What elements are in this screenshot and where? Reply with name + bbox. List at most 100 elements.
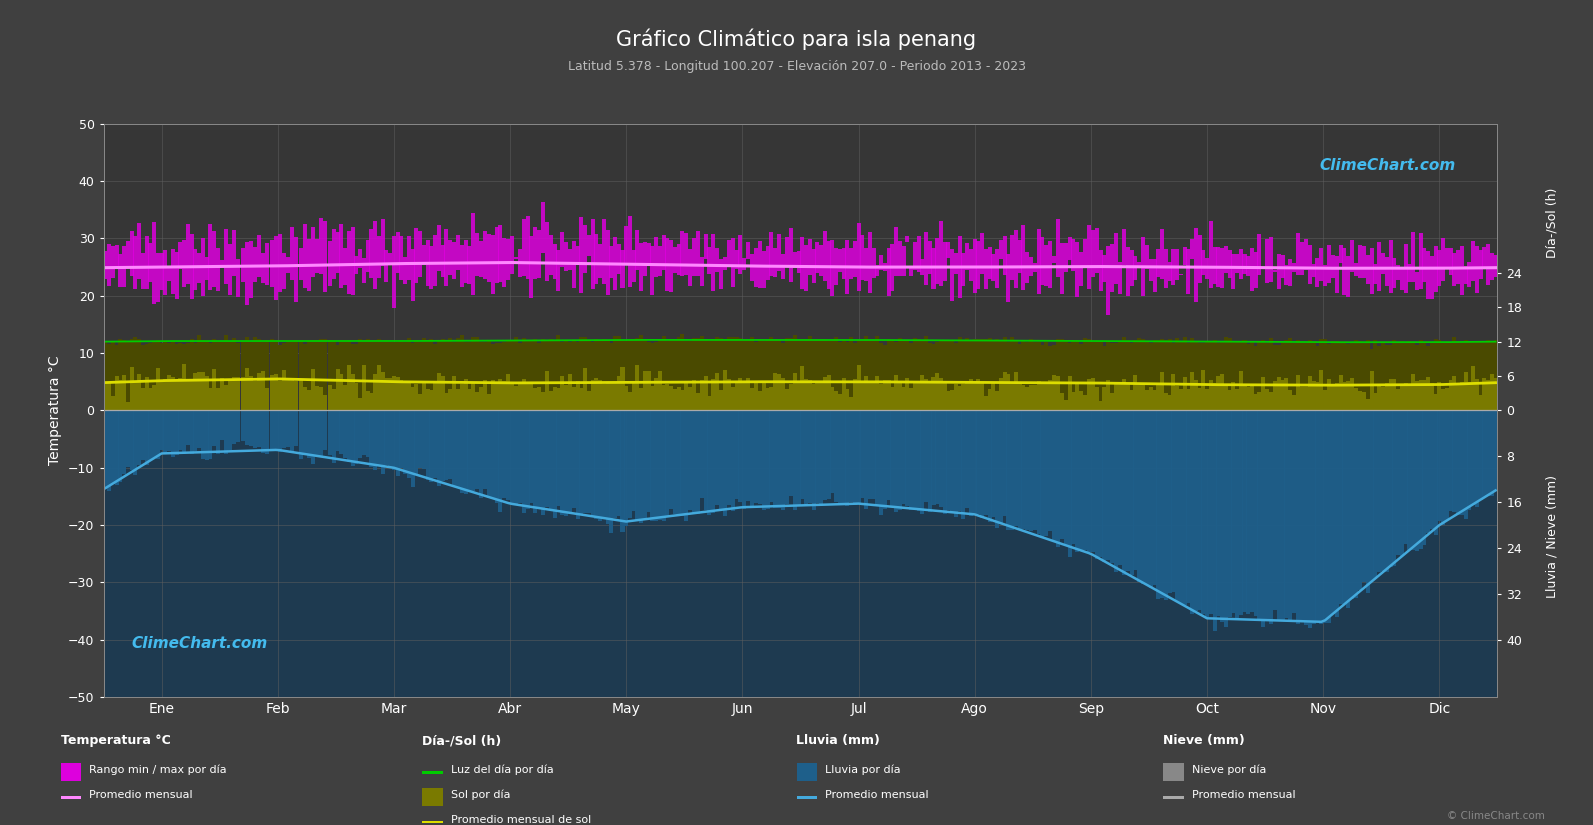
Bar	[201, 340, 205, 411]
Bar	[1415, 411, 1419, 551]
Bar	[1478, 342, 1483, 411]
Bar	[126, 411, 131, 467]
Text: Promedio mensual de sol: Promedio mensual de sol	[451, 814, 591, 824]
Bar	[572, 241, 575, 288]
Bar	[946, 391, 951, 411]
Bar	[894, 411, 898, 512]
Bar	[1392, 340, 1397, 411]
Bar	[1403, 411, 1408, 544]
Bar	[655, 342, 658, 411]
Bar	[1254, 394, 1258, 411]
Bar	[342, 341, 347, 411]
Bar	[1075, 242, 1080, 297]
Bar	[868, 381, 871, 411]
Bar	[331, 411, 336, 463]
Bar	[1160, 372, 1164, 411]
Bar	[890, 342, 894, 411]
Bar	[1228, 250, 1231, 278]
Bar	[1354, 411, 1359, 598]
Bar	[134, 411, 137, 475]
Bar	[644, 411, 647, 520]
Bar	[804, 379, 808, 411]
Bar	[307, 340, 311, 411]
Bar	[1157, 385, 1160, 411]
Bar	[938, 379, 943, 411]
Bar	[835, 248, 838, 285]
Bar	[691, 380, 696, 411]
Bar	[1411, 233, 1415, 282]
Bar	[639, 243, 644, 291]
Bar	[507, 374, 510, 411]
Bar	[112, 341, 115, 411]
Bar	[193, 373, 198, 411]
Bar	[609, 246, 613, 278]
Bar	[1257, 234, 1262, 275]
Bar	[1381, 411, 1386, 571]
Bar	[605, 384, 610, 411]
Bar	[1470, 411, 1475, 505]
Bar	[591, 411, 594, 516]
Bar	[1442, 411, 1445, 525]
Bar	[290, 411, 295, 452]
Bar	[838, 394, 841, 411]
Bar	[1243, 341, 1246, 411]
Bar	[1099, 401, 1102, 411]
Bar	[561, 376, 564, 411]
Bar	[1475, 380, 1478, 411]
Bar	[526, 411, 529, 509]
Bar	[433, 381, 436, 411]
Bar	[666, 384, 669, 411]
Bar	[1254, 346, 1258, 411]
Bar	[1389, 380, 1392, 411]
Bar	[1160, 411, 1164, 598]
Bar	[556, 251, 561, 290]
Bar	[1365, 341, 1370, 411]
Bar	[151, 385, 156, 411]
Bar	[542, 411, 545, 515]
Bar	[1400, 411, 1403, 556]
Bar	[123, 375, 126, 411]
Bar	[198, 411, 201, 448]
Bar	[502, 238, 507, 287]
Bar	[167, 266, 170, 281]
Bar	[287, 342, 290, 411]
Bar	[1086, 380, 1091, 411]
Bar	[819, 338, 824, 411]
Bar	[1029, 411, 1032, 530]
Bar	[553, 243, 556, 279]
Bar	[417, 394, 422, 411]
Bar	[1094, 228, 1099, 273]
Bar	[145, 236, 148, 289]
Bar	[1384, 257, 1389, 285]
Bar	[1289, 411, 1292, 620]
Bar	[1190, 372, 1195, 411]
Bar	[871, 383, 876, 411]
Bar	[591, 219, 594, 289]
Bar	[287, 380, 290, 411]
Bar	[400, 341, 403, 411]
Bar	[1445, 343, 1450, 411]
Bar	[766, 340, 769, 411]
Bar	[830, 240, 835, 296]
Bar	[241, 248, 244, 282]
Bar	[389, 411, 392, 468]
Bar	[355, 383, 358, 411]
Bar	[1281, 380, 1284, 411]
Bar	[537, 411, 542, 507]
Bar	[887, 411, 890, 501]
Bar	[680, 230, 685, 276]
Bar	[1137, 262, 1141, 266]
Bar	[1297, 340, 1300, 411]
Bar	[718, 390, 723, 411]
Bar	[1437, 411, 1442, 521]
Bar	[339, 411, 344, 454]
Bar	[723, 411, 726, 516]
Bar	[1040, 382, 1045, 411]
Bar	[422, 337, 425, 411]
Bar	[170, 342, 175, 411]
Bar	[875, 375, 879, 411]
Bar	[1239, 411, 1243, 615]
Bar	[1346, 411, 1351, 607]
Bar	[808, 337, 812, 411]
Bar	[1494, 255, 1497, 277]
